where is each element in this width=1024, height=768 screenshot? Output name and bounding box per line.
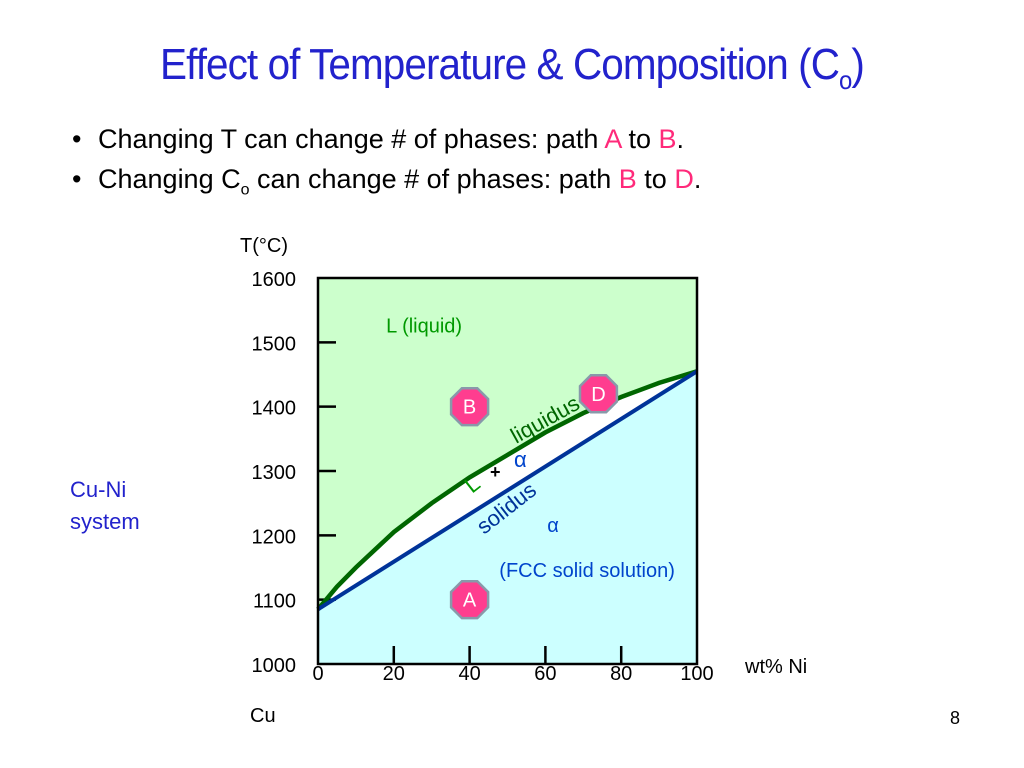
bullet-text: to xyxy=(636,164,675,194)
x-tick-label: 60 xyxy=(534,663,556,685)
bullet-path-b: B xyxy=(658,124,677,154)
bullet-text: Changing T can change # of phases: path xyxy=(98,124,605,154)
region-labels: L (liquid) α (FCC solid solution) xyxy=(386,316,675,582)
octagon-marker-icon xyxy=(578,374,619,414)
slide-number: 8 xyxy=(950,708,961,728)
y-tick-label: 1300 xyxy=(252,462,297,484)
bullet-path-b: B xyxy=(618,164,637,194)
x-tick-label: 80 xyxy=(610,663,632,685)
point-label: A xyxy=(463,590,477,612)
system-label-line2: system xyxy=(70,509,140,534)
bullet-item: • Changing Co can change # of phases: pat… xyxy=(72,164,701,199)
y-tick-label: 1400 xyxy=(252,398,297,420)
octagon-marker-icon xyxy=(449,386,490,427)
bullet-dot-icon: • xyxy=(72,164,82,194)
bullet-path-a: A xyxy=(604,124,621,154)
x-axis-label: wt% Ni xyxy=(744,656,807,678)
title-end-text: ) xyxy=(851,40,864,89)
bullet-text: Changing C xyxy=(98,164,241,194)
y-tick-label: 1100 xyxy=(253,591,296,613)
bullet-text: . xyxy=(693,164,702,194)
octagon-marker-icon xyxy=(449,579,490,620)
x-endpoint-label: Cu xyxy=(250,705,276,727)
two-phase-l-label: L xyxy=(460,471,485,498)
state-points: A B D xyxy=(449,374,619,620)
y-tick-label: 1200 xyxy=(252,526,297,548)
point-label: B xyxy=(463,397,476,419)
liquid-region xyxy=(318,278,697,610)
bullet-subscript: o xyxy=(240,181,250,199)
region-label: α xyxy=(547,515,559,537)
bullet-dot-icon: • xyxy=(72,124,82,154)
bullet-list: • Changing T can change # of phases: path… xyxy=(72,124,701,208)
region-label: (FCC solid solution) xyxy=(499,560,675,582)
solid-region xyxy=(318,371,697,664)
y-axis-label: T(°C) xyxy=(240,235,288,257)
bullet-text: can change # of phases: path xyxy=(249,164,619,194)
x-tick-label: 100 xyxy=(680,663,713,685)
bullet-item: • Changing T can change # of phases: path… xyxy=(72,124,701,155)
axis-labels: 1000 1100 1200 1300 1400 1500 1600 0 20 40 60 80 100… xyxy=(240,235,807,727)
x-tick-label: 0 xyxy=(312,663,323,685)
bullet-text: to xyxy=(620,124,659,154)
point-d-marker: D xyxy=(578,374,619,414)
x-tick-label: 40 xyxy=(458,663,480,685)
y-tick-label: 1000 xyxy=(252,655,297,677)
x-tick-label: 20 xyxy=(383,663,405,685)
solidus-line xyxy=(316,369,699,611)
plot-frame xyxy=(316,276,699,666)
tick-marks xyxy=(318,341,623,664)
system-label-line1: Cu-Ni xyxy=(70,477,127,502)
liquidus-line xyxy=(316,369,698,611)
bullet-path-d: D xyxy=(674,164,694,194)
point-label: D xyxy=(591,384,605,406)
title-main-text: Effect of Temperature & Composition (C xyxy=(160,40,840,89)
region-label: L (liquid) xyxy=(386,316,462,338)
point-b-marker: B xyxy=(449,386,490,427)
title-subscript: o xyxy=(839,64,852,95)
bullet-text: . xyxy=(676,124,684,154)
system-label: Cu-Ni system xyxy=(70,474,140,538)
two-phase-alpha-label: α xyxy=(514,447,527,472)
y-tick-label: 1500 xyxy=(252,333,297,355)
y-tick-label: 1600 xyxy=(252,269,297,291)
slide-title: Effect of Temperature & Composition (Co) xyxy=(41,40,983,96)
two-phase-plus-label: + xyxy=(490,462,501,482)
point-a-marker: A xyxy=(449,579,490,620)
